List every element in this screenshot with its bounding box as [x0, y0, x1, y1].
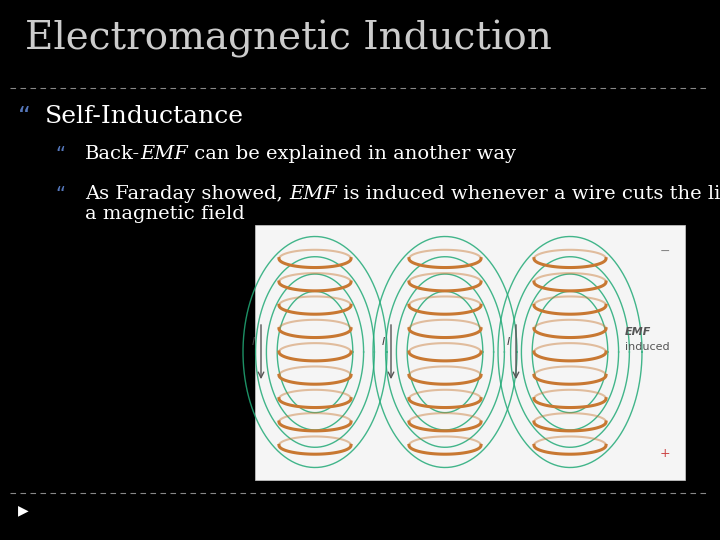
Text: ▶: ▶ [18, 503, 29, 517]
Text: +: + [660, 447, 670, 460]
Text: is induced whenever a wire cuts the lines of: is induced whenever a wire cuts the line… [337, 185, 720, 203]
Text: I: I [506, 337, 510, 347]
Text: EMF: EMF [140, 145, 188, 163]
Text: I: I [251, 337, 255, 347]
Text: EMF: EMF [289, 185, 337, 203]
Text: can be explained in another way: can be explained in another way [188, 145, 516, 163]
Text: a magnetic field: a magnetic field [85, 205, 245, 223]
Text: Back-: Back- [85, 145, 140, 163]
Text: As Faraday showed,: As Faraday showed, [85, 185, 289, 203]
Text: Electromagnetic Induction: Electromagnetic Induction [25, 20, 552, 58]
Text: “: “ [18, 105, 31, 129]
Text: −: − [660, 245, 670, 258]
Text: “: “ [55, 145, 65, 164]
Text: Self-Inductance: Self-Inductance [45, 105, 244, 128]
Text: EMF: EMF [625, 327, 652, 337]
Text: I: I [382, 337, 384, 347]
Bar [255, 225, 685, 480]
Text: induced: induced [625, 342, 670, 352]
Text: “: “ [55, 185, 65, 204]
